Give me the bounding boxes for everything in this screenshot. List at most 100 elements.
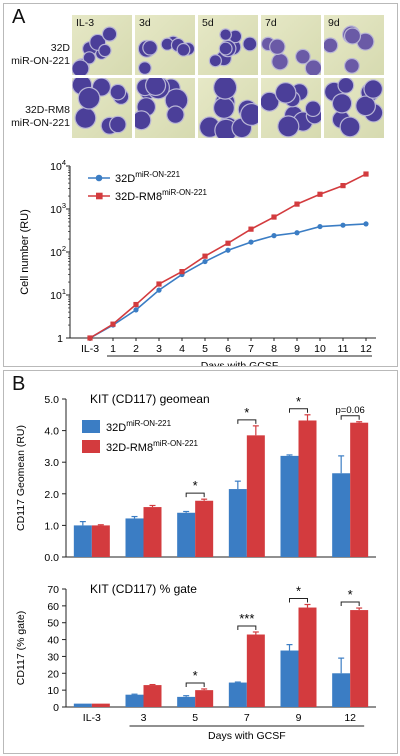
data-point — [271, 233, 277, 239]
y-axis-label: CD117 (% gate) — [15, 611, 27, 686]
x-tick-label: IL-3 — [81, 343, 99, 355]
micrograph-column-label: IL-3 — [76, 17, 95, 29]
nucleus — [345, 59, 359, 73]
y-tick-label: 0.0 — [44, 552, 59, 564]
gate-bar-chart: 0 10 20 30 40 50 60 70 CD117 (% gate) KIT (CD117)… — [15, 582, 376, 742]
x-axis-label: Days with GCSF — [201, 360, 279, 366]
y-tick-label: 101 — [50, 287, 66, 302]
cell-cluster — [261, 36, 321, 75]
panel-letter-a: A — [12, 6, 26, 28]
cell-cluster — [324, 78, 384, 138]
bar-1 — [73, 525, 92, 557]
bar-2 — [195, 690, 214, 707]
nucleus — [345, 28, 360, 44]
data-point — [202, 253, 208, 259]
cell-cluster — [135, 78, 189, 131]
micrograph-r2-c3 — [198, 78, 258, 138]
nucleus — [83, 52, 95, 64]
nucleus — [146, 78, 165, 95]
micrograph-r1-c4: 7d — [261, 15, 321, 75]
cell-cluster — [208, 28, 258, 68]
data-point — [110, 321, 116, 327]
nucleus — [241, 104, 258, 125]
y-axis-label: Cell number (RU) — [19, 209, 31, 295]
bar-1 — [280, 455, 299, 557]
y-tick-label: 70 — [47, 584, 59, 596]
significance-bracket — [237, 625, 257, 630]
nucleus — [357, 33, 374, 50]
x-tick-label: IL-3 — [83, 712, 101, 724]
bar-1 — [125, 518, 144, 557]
nucleus — [161, 38, 173, 50]
cell-cluster — [261, 81, 321, 138]
bar-2 — [143, 685, 162, 707]
significance-label: * — [244, 405, 249, 420]
x-tick-label: 7 — [244, 712, 250, 724]
nucleus — [272, 54, 288, 70]
micrograph-r1-c2: 3d — [135, 15, 195, 75]
nucleus — [103, 27, 117, 41]
row-2-line-2: miR-ON-221 — [11, 117, 70, 129]
x-tick-label: 6 — [225, 343, 231, 355]
bar-1 — [125, 694, 144, 707]
x-tick-label: 3 — [141, 712, 147, 724]
bar-2 — [91, 525, 110, 557]
y-tick-label: 60 — [47, 601, 59, 613]
nucleus — [338, 78, 354, 93]
significance-bracket — [340, 415, 360, 420]
data-point — [202, 258, 208, 265]
nucleus — [243, 37, 257, 51]
y-tick-label: 0 — [53, 702, 59, 714]
cell-cluster — [324, 25, 375, 74]
x-tick-label: 1 — [110, 343, 116, 355]
bar-2 — [143, 507, 162, 557]
nucleus — [143, 41, 157, 55]
nucleus — [78, 88, 100, 109]
significance-label: *** — [239, 611, 254, 626]
x-tick-label: 12 — [344, 712, 356, 724]
legend-superscript: miR-ON-221 — [126, 419, 171, 428]
y-tick-label: 50 — [47, 618, 59, 630]
micrograph-column-label: 9d — [328, 17, 340, 29]
nucleus — [270, 39, 285, 54]
significance-label: * — [193, 478, 198, 493]
y-tick-label: 1 — [57, 333, 63, 345]
significance-label: * — [348, 587, 353, 602]
nucleus — [167, 106, 184, 123]
micrograph-r2-c5 — [324, 78, 384, 138]
bar-2 — [350, 610, 369, 707]
data-point — [248, 239, 254, 245]
nucleus — [75, 108, 96, 128]
y-tick-label: 3.0 — [44, 457, 59, 469]
micrograph-column-label: 3d — [139, 17, 151, 29]
nucleus — [220, 29, 231, 40]
data-point — [294, 230, 300, 236]
y-tick-exponent: 2 — [62, 244, 66, 253]
nucleus — [356, 96, 375, 116]
y-tick-label: 2.0 — [44, 489, 59, 501]
bar-2 — [350, 422, 369, 557]
data-point — [294, 201, 300, 207]
significance-bracket — [340, 601, 360, 607]
cell-cluster — [72, 26, 118, 75]
bar-2 — [246, 634, 265, 707]
data-point — [363, 221, 369, 227]
y-tick-label: 104 — [50, 158, 66, 173]
nucleus — [340, 117, 360, 137]
significance-label: * — [296, 394, 301, 409]
micrograph-r2-c2 — [135, 78, 195, 138]
data-point — [340, 183, 346, 189]
data-point — [317, 191, 323, 197]
row-1-line-2: miR-ON-221 — [11, 55, 70, 67]
x-tick-label: 5 — [202, 343, 208, 355]
y-tick-label: 30 — [47, 651, 59, 663]
legend-superscript: miR-ON-221 — [153, 439, 198, 448]
data-point — [156, 287, 162, 293]
nucleus — [214, 98, 234, 118]
x-tick-label: 2 — [133, 343, 139, 355]
nucleus — [165, 89, 188, 111]
nucleus — [324, 38, 338, 53]
nucleus — [278, 116, 299, 137]
micrograph-r1-c5: 9d — [324, 15, 384, 75]
bar-2 — [246, 435, 265, 557]
